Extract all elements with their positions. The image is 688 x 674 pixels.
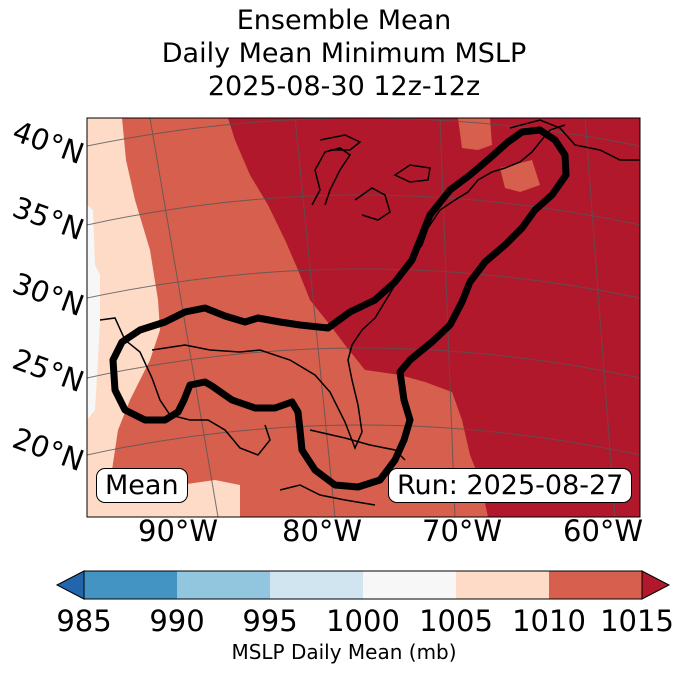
colorbar-extend-over [641, 570, 671, 600]
lon-label-70w: 70°W [422, 514, 503, 548]
lon-label-60w: 60°W [563, 514, 644, 548]
colorbar-bin-1000-1005 [363, 571, 456, 599]
pressure-region-1010-1015 [87, 118, 488, 517]
pressure-region-1010-1015-ne [458, 118, 492, 150]
colorbar-bin-990-995 [177, 571, 270, 599]
mean-badge: Mean [96, 468, 188, 503]
title-line-3: 2025-08-30 12z-12z [207, 71, 481, 102]
colorbar-tick-985: 985 [56, 604, 112, 638]
colorbar-tick-995: 995 [242, 604, 298, 638]
colorbar-bin-985-990 [84, 571, 177, 599]
colorbar-bin-995-1000 [270, 571, 363, 599]
lon-label-80w: 80°W [282, 514, 363, 548]
pressure-region-1000-1005 [87, 205, 100, 420]
map-frame [86, 117, 641, 518]
colorbar-tick-1005: 1005 [419, 604, 493, 638]
colorbar-tick-1010: 1010 [512, 604, 586, 638]
colorbar-tick-1000: 1000 [326, 604, 400, 638]
title-line-2: Daily Mean Minimum MSLP [161, 38, 527, 69]
contour-1010mb [109, 126, 570, 491]
title-line-1: Ensemble Mean [236, 5, 452, 36]
colorbar-tick-1015: 1015 [600, 604, 674, 638]
graticule [87, 118, 640, 517]
colorbar-frame [83, 570, 643, 600]
pressure-region-1010-1015-coast [500, 160, 540, 192]
pressure-region-1005-1010 [87, 118, 240, 517]
colorbar-label: MSLP Daily Mean (mb) [231, 640, 457, 664]
lon-label-90w: 90°W [138, 514, 219, 548]
colorbar-bin-1005-1010 [456, 571, 549, 599]
run-date-badge: Run: 2025-08-27 [388, 468, 633, 503]
colorbar-bin-1010-1015 [549, 571, 642, 599]
colorbar-tick-990: 990 [149, 604, 205, 638]
colorbar-extend-under [55, 570, 85, 600]
